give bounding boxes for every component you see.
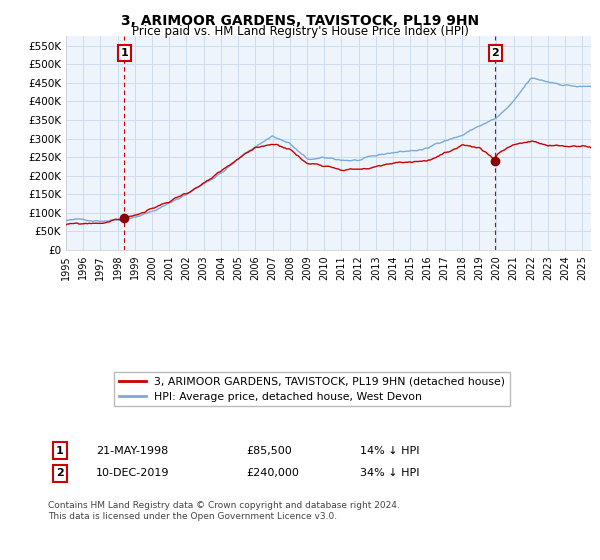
Text: Contains HM Land Registry data © Crown copyright and database right 2024.
This d: Contains HM Land Registry data © Crown c… bbox=[48, 501, 400, 521]
Text: 21-MAY-1998: 21-MAY-1998 bbox=[96, 446, 168, 456]
Text: 1: 1 bbox=[121, 48, 128, 58]
Text: 1: 1 bbox=[56, 446, 64, 456]
Text: 3, ARIMOOR GARDENS, TAVISTOCK, PL19 9HN: 3, ARIMOOR GARDENS, TAVISTOCK, PL19 9HN bbox=[121, 14, 479, 28]
Text: 2: 2 bbox=[56, 468, 64, 478]
Text: £240,000: £240,000 bbox=[246, 468, 299, 478]
Text: 34% ↓ HPI: 34% ↓ HPI bbox=[360, 468, 419, 478]
Text: Price paid vs. HM Land Registry's House Price Index (HPI): Price paid vs. HM Land Registry's House … bbox=[131, 25, 469, 38]
Text: 10-DEC-2019: 10-DEC-2019 bbox=[96, 468, 170, 478]
Legend: 3, ARIMOOR GARDENS, TAVISTOCK, PL19 9HN (detached house), HPI: Average price, de: 3, ARIMOOR GARDENS, TAVISTOCK, PL19 9HN … bbox=[114, 372, 510, 406]
Text: £85,500: £85,500 bbox=[246, 446, 292, 456]
Text: 14% ↓ HPI: 14% ↓ HPI bbox=[360, 446, 419, 456]
Text: 2: 2 bbox=[491, 48, 499, 58]
